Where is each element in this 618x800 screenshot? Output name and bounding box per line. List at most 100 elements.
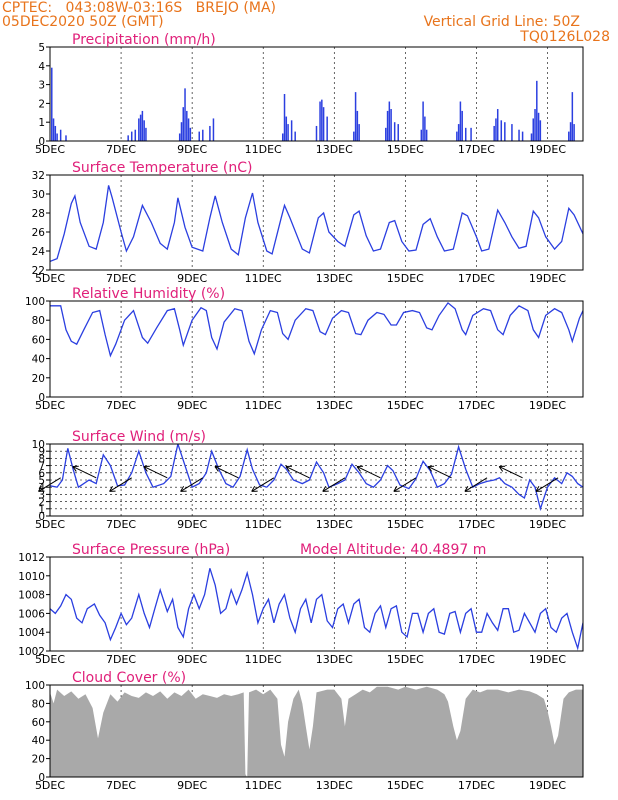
wind-arrow-head: [143, 465, 150, 472]
precip-bar: [356, 110, 359, 141]
x-tick-label: 19DEC: [529, 399, 566, 412]
precip-bar: [504, 122, 506, 141]
precip-bar: [281, 133, 284, 141]
x-tick-label: 9DEC: [177, 779, 207, 792]
precip-bar: [290, 120, 293, 141]
precip-bar: [287, 124, 289, 141]
y-tick-label: 2: [38, 98, 45, 110]
y-tick-label: 60: [32, 717, 45, 729]
wind-arrow-head: [251, 485, 258, 492]
x-tick-label: 13DEC: [316, 399, 353, 412]
precip-bar: [425, 129, 428, 141]
y-tick-label: 40: [32, 354, 45, 366]
panel-title: Precipitation (mm/h): [72, 32, 216, 48]
series-line: [50, 301, 583, 358]
header: CPTEC: 043:08W-03:16S BREJO (MA) 05DEC20…: [2, 0, 610, 45]
y-tick-label: 0: [38, 511, 45, 523]
y-tick-label: 80: [32, 315, 45, 327]
x-tick-label: 17DEC: [458, 653, 495, 666]
panel-3: 5DEC 7DEC 9DEC 11DEC 13DEC 15DEC 17DEC 19DEC 012…: [32, 429, 584, 531]
x-tick-label: 11DEC: [245, 272, 282, 285]
panel-title: Surface Wind (m/s): [72, 429, 206, 445]
wind-arrow: [427, 466, 452, 479]
wind-arrow: [180, 477, 204, 492]
precip-bar: [496, 109, 499, 141]
panel-title: Surface Pressure (hPa): [72, 542, 230, 558]
series-line: [50, 444, 583, 512]
precip-bar: [354, 92, 357, 141]
precip-bar: [143, 120, 145, 141]
precip-bar: [322, 107, 325, 141]
date-line: 05DEC2020 50Z (GMT): [2, 14, 164, 30]
y-tick-label: 5: [38, 42, 45, 54]
x-tick-label: 13DEC: [316, 143, 353, 156]
precip-bar: [198, 131, 200, 141]
precip-bar: [511, 124, 513, 141]
precip-bar: [56, 133, 58, 141]
x-tick-label: 17DEC: [458, 518, 495, 531]
precip-bar: [424, 116, 426, 141]
wind-arrow: [498, 466, 523, 479]
x-tick-label: 9DEC: [177, 272, 207, 285]
y-tick-label: 0: [38, 392, 45, 404]
x-tick-label: 11DEC: [245, 518, 282, 531]
panel-title: Relative Humidity (%): [72, 286, 225, 302]
precip-bar: [326, 116, 328, 141]
wind-arrow: [535, 477, 559, 492]
wind-arrow-head: [180, 485, 187, 492]
precip-bar: [321, 99, 323, 141]
precip-bar: [518, 129, 520, 141]
precip-bar: [319, 101, 321, 141]
x-tick-label: 13DEC: [316, 779, 353, 792]
cloud-area: [50, 686, 583, 777]
precip-bar: [130, 131, 133, 141]
precip-bar: [139, 114, 142, 141]
precip-bar: [54, 125, 57, 141]
precip-bar: [145, 127, 147, 141]
y-tick-label: 1006: [18, 608, 45, 620]
precip-bar: [390, 109, 392, 141]
precip-bar: [470, 127, 472, 141]
x-tick-label: 13DEC: [316, 653, 353, 666]
precip-bar: [388, 101, 391, 141]
wind-arrow-head: [72, 465, 79, 472]
y-tick-label: 1004: [18, 627, 45, 639]
wind-arrow: [72, 466, 97, 479]
x-tick-label: 11DEC: [245, 399, 282, 412]
precip-bar: [315, 125, 318, 141]
panel-frame: [49, 684, 584, 778]
x-tick-label: 15DEC: [387, 143, 424, 156]
wind-arrow-head: [427, 465, 435, 472]
precip-bar: [51, 67, 53, 141]
x-tick-label: 15DEC: [387, 272, 424, 285]
precip-bar: [353, 131, 355, 141]
y-tick-label: 0: [38, 772, 45, 784]
precip-bar: [180, 122, 183, 141]
y-tick-label: 24: [32, 246, 46, 258]
wind-arrow-head: [322, 485, 329, 492]
y-tick-label: 6: [38, 468, 45, 480]
x-tick-label: 11DEC: [245, 653, 282, 666]
panel-frame: [49, 443, 584, 517]
y-tick-label: 8: [38, 453, 45, 465]
y-tick-label: 1002: [18, 646, 45, 658]
precip-bar: [127, 135, 129, 141]
x-tick-label: 17DEC: [458, 272, 495, 285]
panel-5: 5DEC 7DEC 9DEC 11DEC 13DEC 15DEC 17DEC 19DEC 0 20…: [25, 670, 584, 792]
wind-arrow-head: [356, 465, 364, 472]
precip-bar: [141, 110, 144, 141]
precip-bar: [283, 94, 286, 141]
x-tick-label: 11DEC: [245, 143, 282, 156]
precip-bar: [59, 129, 62, 141]
x-tick-label: 17DEC: [458, 143, 495, 156]
precip-bar: [65, 135, 67, 141]
x-tick-label: 9DEC: [177, 653, 207, 666]
y-tick-label: 100: [25, 296, 45, 308]
y-tick-label: 4: [38, 482, 45, 494]
x-tick-label: 9DEC: [177, 143, 207, 156]
precip-bar: [202, 129, 204, 141]
precip-bar: [569, 122, 572, 141]
y-tick-label: 28: [32, 208, 45, 220]
y-tick-label: 30: [32, 189, 45, 201]
y-tick-label: 10: [32, 439, 45, 451]
